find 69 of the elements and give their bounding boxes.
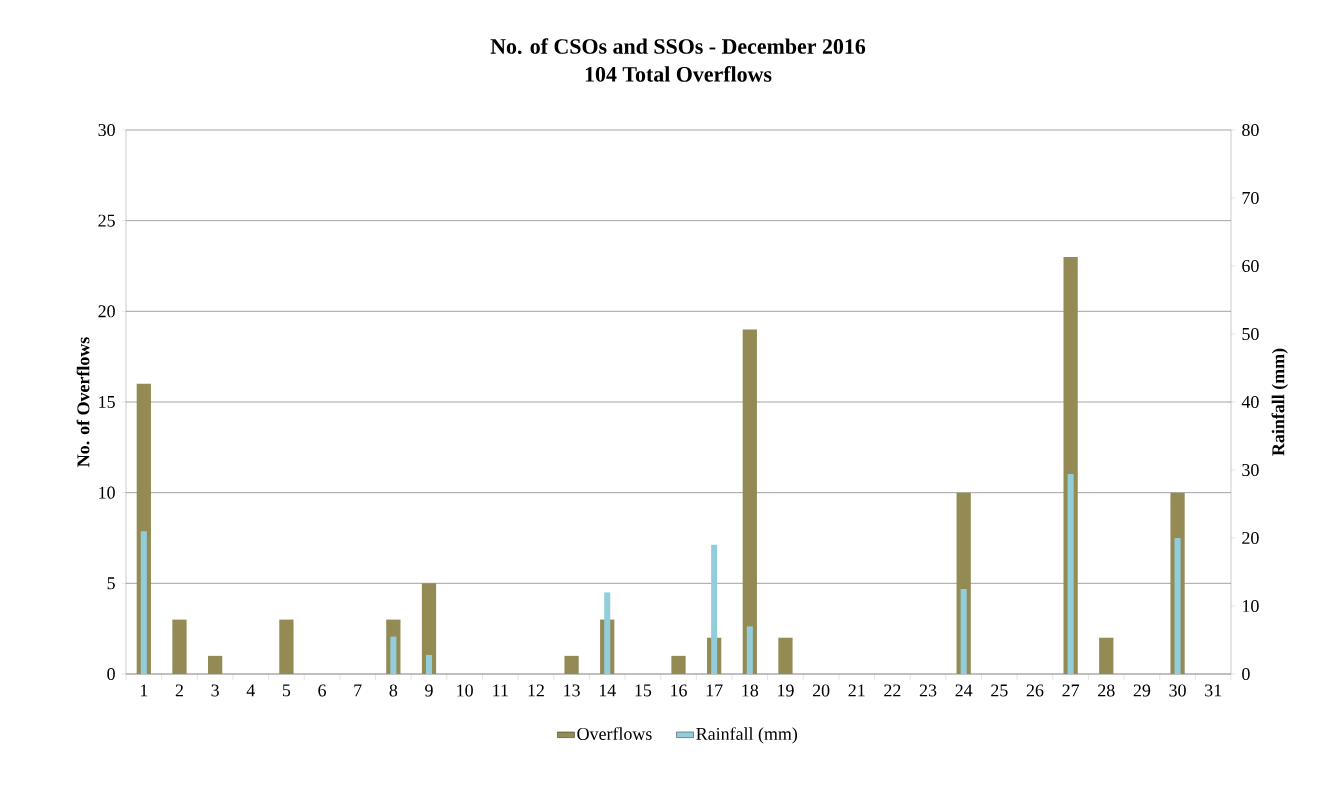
bar xyxy=(1099,637,1114,674)
y-tick-label: 0 xyxy=(107,667,115,681)
x-tick-label: 7 xyxy=(354,684,362,697)
y2-tick-label: 50 xyxy=(1242,327,1259,341)
x-tick-label: 10 xyxy=(457,684,473,697)
y-tick-label: 20 xyxy=(98,305,115,318)
x-tick-label: 21 xyxy=(848,684,865,697)
x-tick-label: 5 xyxy=(282,684,291,697)
x-tick-label: 25 xyxy=(991,684,1008,697)
bar xyxy=(425,654,433,674)
x-tick-label: 2 xyxy=(175,684,183,697)
chart-subtitle: 104 Total Overflows xyxy=(585,66,772,82)
x-tick-label: 24 xyxy=(955,684,973,697)
y2-tick-label: 70 xyxy=(1242,191,1259,205)
x-tick-label: 16 xyxy=(671,684,687,697)
x-tick-label: 3 xyxy=(211,684,219,697)
y2-tick-label: 20 xyxy=(1242,531,1259,545)
x-tick-label: 26 xyxy=(1026,684,1044,697)
bar xyxy=(1174,538,1181,674)
bar xyxy=(778,637,793,674)
y2-tick-label: 0 xyxy=(1242,667,1250,681)
x-tick-label: 13 xyxy=(564,684,580,697)
bar xyxy=(207,655,223,674)
bar xyxy=(1067,474,1074,674)
y-tick-label: 30 xyxy=(98,123,115,137)
x-tick-label: 12 xyxy=(528,684,544,697)
x-tick-label: 4 xyxy=(246,684,255,697)
y2-axis-title: Rainfall (mm) xyxy=(1271,348,1288,456)
x-tick-label: 9 xyxy=(425,684,433,697)
legend-label: Rainfall (mm) xyxy=(696,727,798,744)
x-tick-label: 1 xyxy=(140,684,148,697)
x-tick-label: 15 xyxy=(635,684,652,697)
x-tick-label: 20 xyxy=(812,684,830,697)
x-tick-label: 6 xyxy=(318,684,327,697)
bar xyxy=(390,636,397,674)
y2-tick-label: 40 xyxy=(1241,395,1259,409)
x-tick-label: 18 xyxy=(742,684,759,697)
bar xyxy=(564,655,579,674)
bar xyxy=(421,583,437,674)
x-tick-label: 11 xyxy=(493,684,508,697)
y2-tick-label: 60 xyxy=(1242,259,1259,273)
y2-tick-label: 30 xyxy=(1242,463,1259,477)
bar xyxy=(140,531,147,674)
x-tick-label: 31 xyxy=(1205,684,1222,697)
bar xyxy=(671,655,686,674)
x-tick-label: 28 xyxy=(1098,684,1115,697)
bar xyxy=(746,626,753,674)
bar xyxy=(742,329,757,674)
x-tick-label: 27 xyxy=(1062,684,1080,697)
y-axis-title: No. of Overflows xyxy=(76,337,90,467)
x-tick-label: 19 xyxy=(778,684,794,697)
y-tick-label: 10 xyxy=(99,486,115,499)
y-tick-label: 25 xyxy=(98,214,115,227)
y-tick-label: 5 xyxy=(107,577,115,590)
bar xyxy=(172,619,187,674)
x-tick-label: 22 xyxy=(884,684,901,697)
x-tick-label: 30 xyxy=(1169,684,1186,697)
bar xyxy=(960,589,967,674)
x-tick-label: 17 xyxy=(706,684,723,697)
legend-label: Overflows xyxy=(577,727,652,740)
y2-tick-label: 80 xyxy=(1242,123,1259,137)
x-tick-label: 14 xyxy=(599,684,616,697)
x-tick-label: 29 xyxy=(1133,684,1151,697)
bar xyxy=(279,619,294,674)
x-tick-label: 23 xyxy=(919,684,937,697)
chart-title: No. of CSOs and SSOs - December 2016 xyxy=(490,38,866,54)
x-tick-label: 8 xyxy=(389,684,398,697)
y2-tick-label: 10 xyxy=(1243,599,1259,613)
y-tick-label: 15 xyxy=(99,395,115,408)
